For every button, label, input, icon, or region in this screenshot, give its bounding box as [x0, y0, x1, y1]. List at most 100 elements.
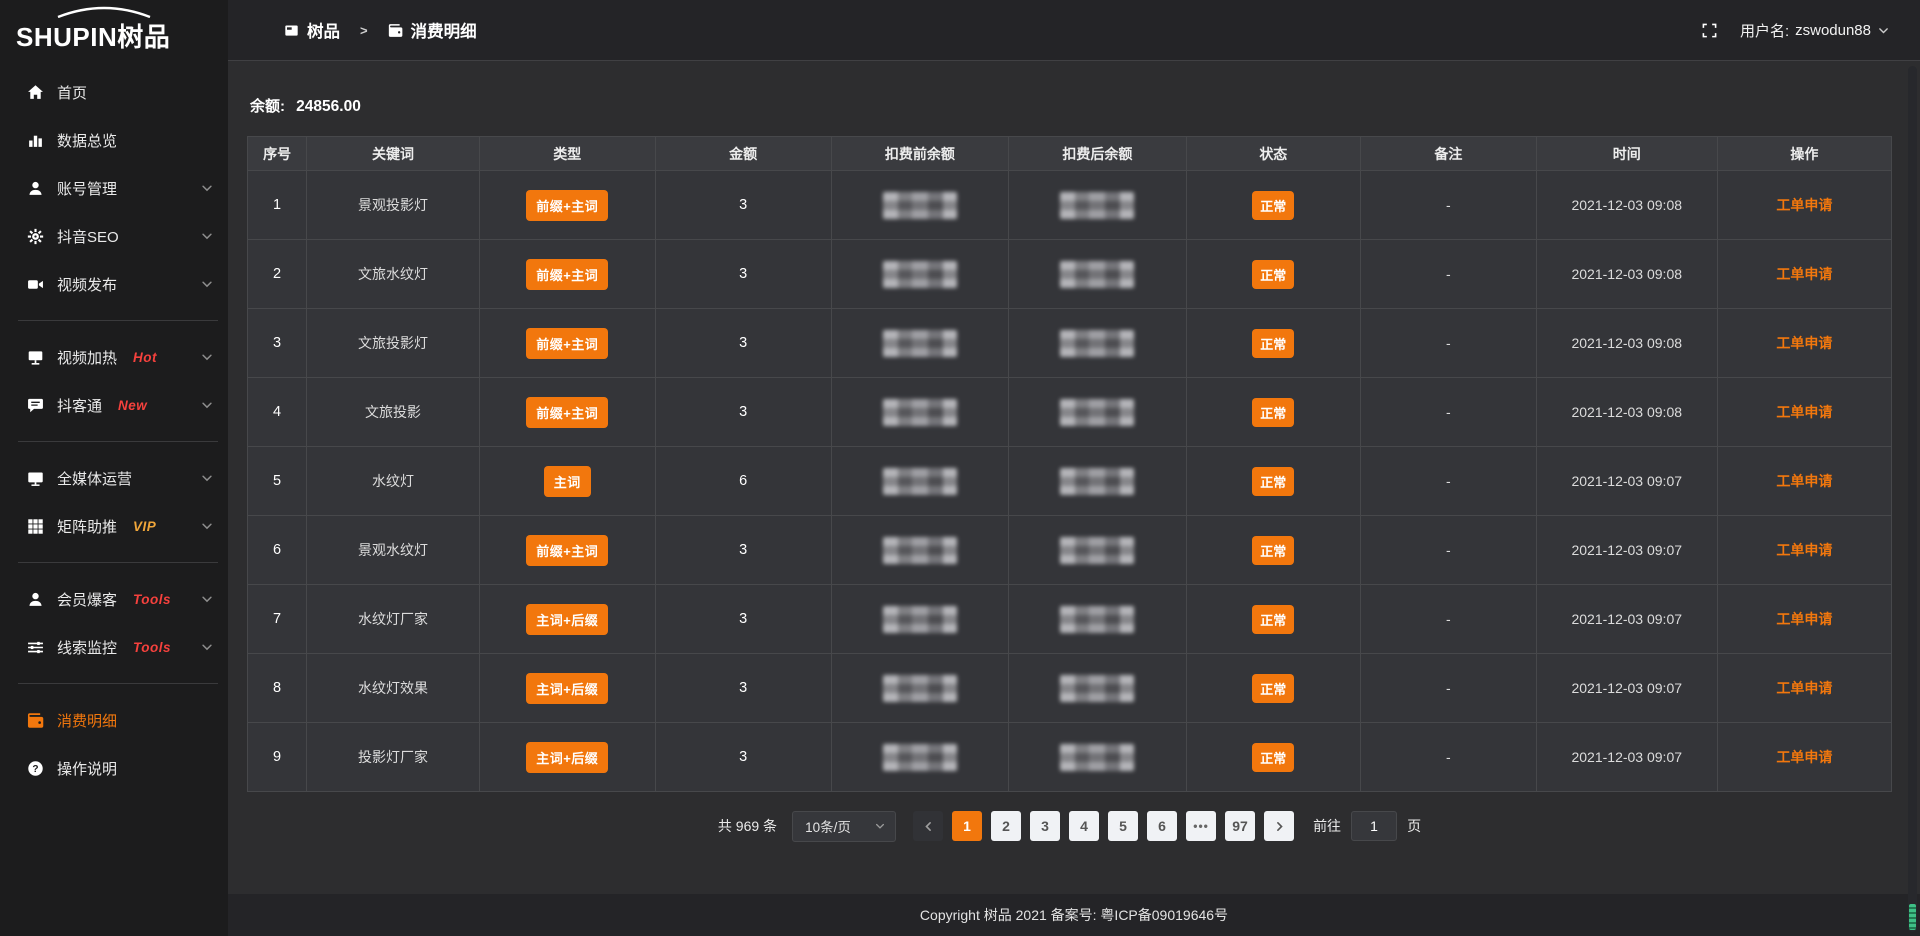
page-button[interactable]: 5: [1108, 811, 1139, 841]
work-order-link[interactable]: 工单申请: [1776, 749, 1833, 765]
cell-before-balance: [830, 653, 1010, 723]
sidebar-item[interactable]: 线索监控 Tools: [0, 623, 228, 671]
sidebar-item[interactable]: 消费明细: [0, 696, 228, 744]
scrollbar-track[interactable]: [1908, 66, 1917, 932]
content: 余额: 24856.00 序号 关键词 类型 金额 扣费前余额 扣费后余额 状态 备注 时间 操作…: [228, 61, 1920, 894]
divider: [18, 320, 218, 321]
sidebar-item[interactable]: 视频发布: [0, 260, 228, 308]
breadcrumb-separator: >: [360, 22, 368, 38]
page-size-select[interactable]: 10条/页: [792, 810, 897, 842]
cell-status: 正常: [1185, 239, 1361, 309]
video-icon: [27, 276, 44, 293]
sidebar-item[interactable]: 账号管理: [0, 164, 228, 212]
table-row: 5 水纹灯 主词 6 正常 - 2021-12-03 09:07 工单申请: [246, 446, 1893, 516]
work-order-link[interactable]: 工单申请: [1776, 335, 1833, 351]
cell-keyword: 水纹灯: [306, 446, 480, 516]
sidebar-item[interactable]: ? 操作说明: [0, 744, 228, 792]
cell-remark: -: [1359, 446, 1537, 516]
cell-remark: -: [1359, 308, 1537, 378]
table-body: 1 景观投影灯 前缀+主词 3 正常 - 2021-12-03 09:08 工单…: [246, 170, 1893, 792]
cell-before-balance: [830, 515, 1010, 585]
page-button[interactable]: 4: [1069, 811, 1100, 841]
sidebar-item[interactable]: 视频加热 Hot: [0, 333, 228, 381]
page-button[interactable]: 3: [1030, 811, 1061, 841]
wallet-icon: [388, 23, 403, 38]
chevron-down-icon: [200, 519, 214, 533]
sidebar-item[interactable]: 抖音SEO: [0, 212, 228, 260]
chevron-down-icon: [200, 229, 214, 243]
work-order-link[interactable]: 工单申请: [1776, 197, 1833, 213]
cell-amount: 3: [654, 722, 832, 792]
footer: Copyright 树品 2021 备案号: 粤ICP备09019646号: [228, 894, 1920, 936]
cell-amount: 3: [654, 170, 832, 240]
scrollbar-thumb[interactable]: [1909, 904, 1916, 930]
cell-time: 2021-12-03 09:07: [1535, 584, 1718, 654]
table-row: 6 景观水纹灯 前缀+主词 3 正常 - 2021-12-03 09:07 工单…: [246, 515, 1893, 585]
cell-action: 工单申请: [1716, 170, 1893, 240]
chevron-down-icon: [200, 398, 214, 412]
cell-time: 2021-12-03 09:08: [1535, 239, 1718, 309]
sidebar-item-badge: New: [118, 397, 148, 413]
page-button[interactable]: 6: [1147, 811, 1178, 841]
cell-after-balance: [1008, 377, 1187, 447]
cell-time: 2021-12-03 09:07: [1535, 722, 1718, 792]
masked-balance: [882, 743, 957, 771]
cell-keyword: 景观投影灯: [306, 170, 480, 240]
sidebar-item[interactable]: 矩阵助推 VIP: [0, 502, 228, 550]
gear-icon: [27, 228, 44, 245]
cell-keyword: 水纹灯厂家: [306, 584, 480, 654]
topbar-right: 用户名: zswodun88: [1701, 20, 1890, 41]
type-badge: 前缀+主词: [526, 534, 609, 566]
work-order-link[interactable]: 工单申请: [1776, 266, 1833, 282]
sidebar-item[interactable]: 数据总览: [0, 116, 228, 164]
masked-balance: [882, 329, 957, 357]
goto-label: 前往: [1313, 818, 1342, 834]
status-badge: 正常: [1252, 604, 1295, 634]
cell-before-balance: [830, 170, 1010, 240]
work-order-link[interactable]: 工单申请: [1776, 473, 1833, 489]
column-header: 扣费后余额: [1008, 136, 1187, 171]
username: zswodun88: [1795, 21, 1871, 39]
cell-action: 工单申请: [1716, 515, 1893, 585]
fullscreen-button[interactable]: [1701, 22, 1718, 39]
sidebar-item[interactable]: 首页: [0, 68, 228, 116]
work-order-link[interactable]: 工单申请: [1776, 611, 1833, 627]
masked-balance: [882, 398, 957, 426]
page-button[interactable]: 2: [991, 811, 1022, 841]
cell-index: 4: [246, 377, 308, 447]
cell-before-balance: [830, 377, 1010, 447]
breadcrumb-current[interactable]: 消费明细: [410, 23, 477, 41]
work-order-link[interactable]: 工单申请: [1776, 680, 1833, 696]
question-icon: ?: [27, 760, 44, 777]
cell-action: 工单申请: [1716, 377, 1893, 447]
sidebar-item[interactable]: 抖客通 New: [0, 381, 228, 429]
cell-type: 前缀+主词: [478, 377, 656, 447]
cell-remark: -: [1359, 239, 1537, 309]
status-badge: 正常: [1252, 673, 1295, 703]
sidebar-item[interactable]: 会员爆客 Tools: [0, 575, 228, 623]
page-button[interactable]: 97: [1225, 811, 1256, 841]
prev-page-button[interactable]: [913, 811, 944, 841]
table-row: 8 水纹灯效果 主词+后缀 3 正常 - 2021-12-03 09:07 工单…: [246, 653, 1893, 723]
divider: [18, 441, 218, 442]
cell-action: 工单申请: [1716, 653, 1893, 723]
page-button[interactable]: 1: [952, 811, 983, 841]
column-header: 操作: [1716, 136, 1893, 171]
user-menu[interactable]: 用户名: zswodun88: [1740, 20, 1890, 41]
sidebar-menu: 首页 数据总览 账号管理 抖音SEO: [0, 62, 228, 936]
main-column: 树品 > 消费明细 用户名: zswodun88 余额: 24856.00: [228, 0, 1920, 936]
wallet-icon: [27, 712, 44, 729]
cell-type: 前缀+主词: [478, 170, 656, 240]
page-button[interactable]: •••: [1186, 811, 1217, 841]
table-row: 4 文旅投影 前缀+主词 3 正常 - 2021-12-03 09:08 工单申…: [246, 377, 1893, 447]
next-page-button[interactable]: [1264, 811, 1295, 841]
breadcrumb-home[interactable]: 树品: [307, 23, 340, 41]
cell-remark: -: [1359, 653, 1537, 723]
sidebar-item-badge: Tools: [133, 591, 172, 607]
table-row: 3 文旅投影灯 前缀+主词 3 正常 - 2021-12-03 09:08 工单…: [246, 308, 1893, 378]
work-order-link[interactable]: 工单申请: [1776, 404, 1833, 420]
work-order-link[interactable]: 工单申请: [1776, 542, 1833, 558]
goto-page-input[interactable]: 1: [1351, 811, 1398, 841]
sidebar-item[interactable]: 全媒体运营: [0, 454, 228, 502]
column-header: 时间: [1535, 136, 1718, 171]
